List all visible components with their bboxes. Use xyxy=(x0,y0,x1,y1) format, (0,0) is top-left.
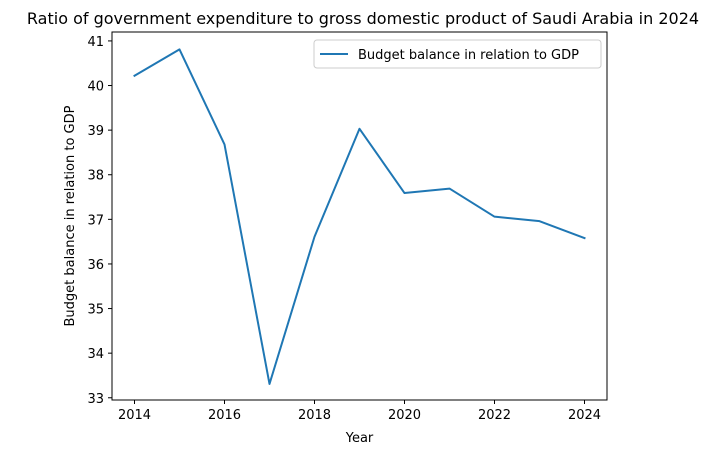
x-tick-label: 2018 xyxy=(298,408,331,423)
plot-frame xyxy=(111,31,608,401)
x-axis-label: Year xyxy=(345,431,374,446)
x-tick-label: 2016 xyxy=(208,408,241,423)
y-axis-ticks: 33 34 35 36 37 38 39 40 41 xyxy=(87,35,112,407)
y-tick-label: 34 xyxy=(87,347,104,362)
x-tick-label: 2024 xyxy=(568,408,601,423)
x-axis-ticks: 2014 2016 2018 2020 2022 2024 xyxy=(118,400,601,423)
y-tick-label: 39 xyxy=(87,124,104,139)
y-tick-label: 37 xyxy=(87,213,104,228)
legend: Budget balance in relation to GDP xyxy=(313,39,602,69)
series-line xyxy=(133,48,586,385)
legend-label: Budget balance in relation to GDP xyxy=(358,48,579,63)
legend-box xyxy=(313,39,602,69)
chart-title: Ratio of government expenditure to gross… xyxy=(27,9,699,28)
x-tick-label: 2022 xyxy=(478,408,511,423)
y-axis-label: Budget balance in relation to GDP xyxy=(63,105,78,326)
y-tick-label: 41 xyxy=(87,35,104,50)
x-tick-label: 2014 xyxy=(118,408,151,423)
y-tick-label: 40 xyxy=(87,80,104,95)
y-tick-label: 36 xyxy=(87,258,104,273)
plot-area xyxy=(112,32,607,400)
y-tick-label: 33 xyxy=(87,392,104,407)
y-tick-label: 35 xyxy=(87,303,104,318)
y-tick-label: 38 xyxy=(87,169,104,184)
x-tick-label: 2020 xyxy=(388,408,421,423)
